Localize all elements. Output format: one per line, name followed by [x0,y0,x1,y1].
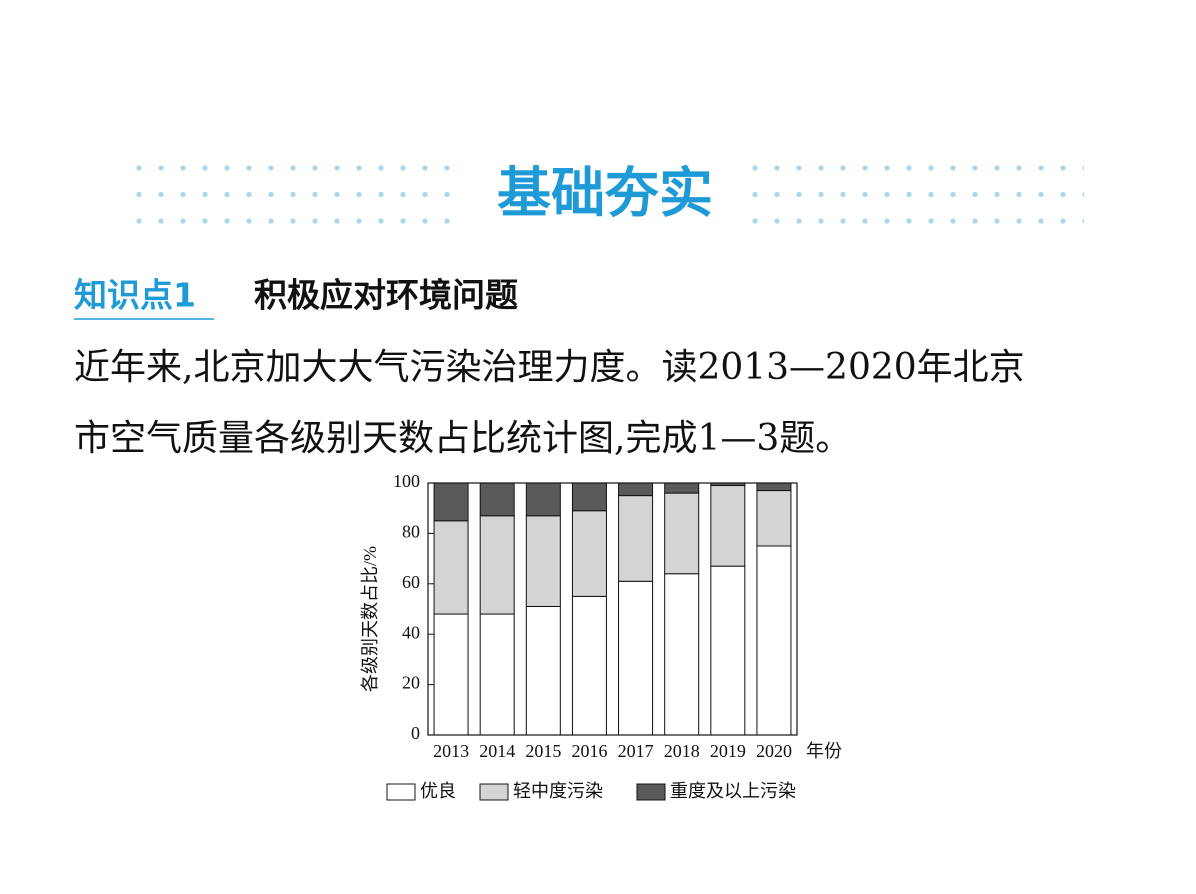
bar-segment [571,482,607,512]
paragraph-line: 市空气质量各级别天数占比统计图,完成1—3题。 [74,418,851,459]
bar-segment [571,595,607,736]
x-tick-label: 2017 [618,741,654,761]
bar-segment [618,495,654,582]
bar-segment [664,492,700,575]
section-title: 基础夯实 [497,162,713,225]
bar-segment [756,490,792,547]
bar-segment [664,482,700,494]
bar-segment [664,573,700,736]
x-tick-label: 2014 [479,741,515,761]
x-tick-label: 2013 [433,741,469,761]
knowledge-tag: 知识点1 [74,276,196,315]
bar-segment [618,482,654,497]
x-tick-label: 2016 [571,741,607,761]
topic: 积极应对环境问题 [254,276,518,315]
bar-segment [479,515,515,615]
y-tick-label: 40 [402,622,420,642]
bar-segment [756,482,792,492]
bar-segment [479,613,515,736]
y-tick-label: 60 [402,572,420,592]
dot-decoration [752,158,1084,228]
x-tick-label: 2020 [756,741,792,761]
bar-segment [710,565,746,736]
bar-segment [433,482,469,522]
x-tick-label: 2015 [525,741,561,761]
bar-segment [710,485,746,567]
y-tick-label: 100 [393,471,420,491]
plot-frame [427,482,798,736]
bar-segment [571,510,607,597]
x-tick-label: 2018 [664,741,700,761]
chart: 0 20 40 60 80 100 2013 2014 2015 2016 2017 2018 2019… [360,471,842,801]
bar-segment [618,580,654,736]
bar-segment [525,482,561,517]
legend-swatch [636,783,666,801]
y-tick-label: 20 [402,673,420,693]
bar-segment [433,520,469,615]
dot-decoration [130,158,465,228]
x-tick-label: 2019 [710,741,746,761]
legend-swatch [479,783,509,801]
y-axis-label: 各级别天数占比/% [360,546,380,692]
legend-swatch [386,783,416,801]
legend-label: 轻中度污染 [513,781,603,801]
y-tick-label: 80 [402,522,420,542]
legend-label: 优良 [420,781,456,801]
bar-segment [525,605,561,736]
paragraph-line: 近年来,北京加大大气污染治理力度。读2013—2020年北京 [74,347,1025,388]
bar-segment [525,515,561,607]
bar-segment [433,613,469,736]
bar-segment [479,482,515,517]
bar-segment [756,545,792,736]
y-tick-label: 0 [411,723,420,743]
legend-label: 重度及以上污染 [670,781,796,801]
x-axis-label: 年份 [806,741,842,761]
